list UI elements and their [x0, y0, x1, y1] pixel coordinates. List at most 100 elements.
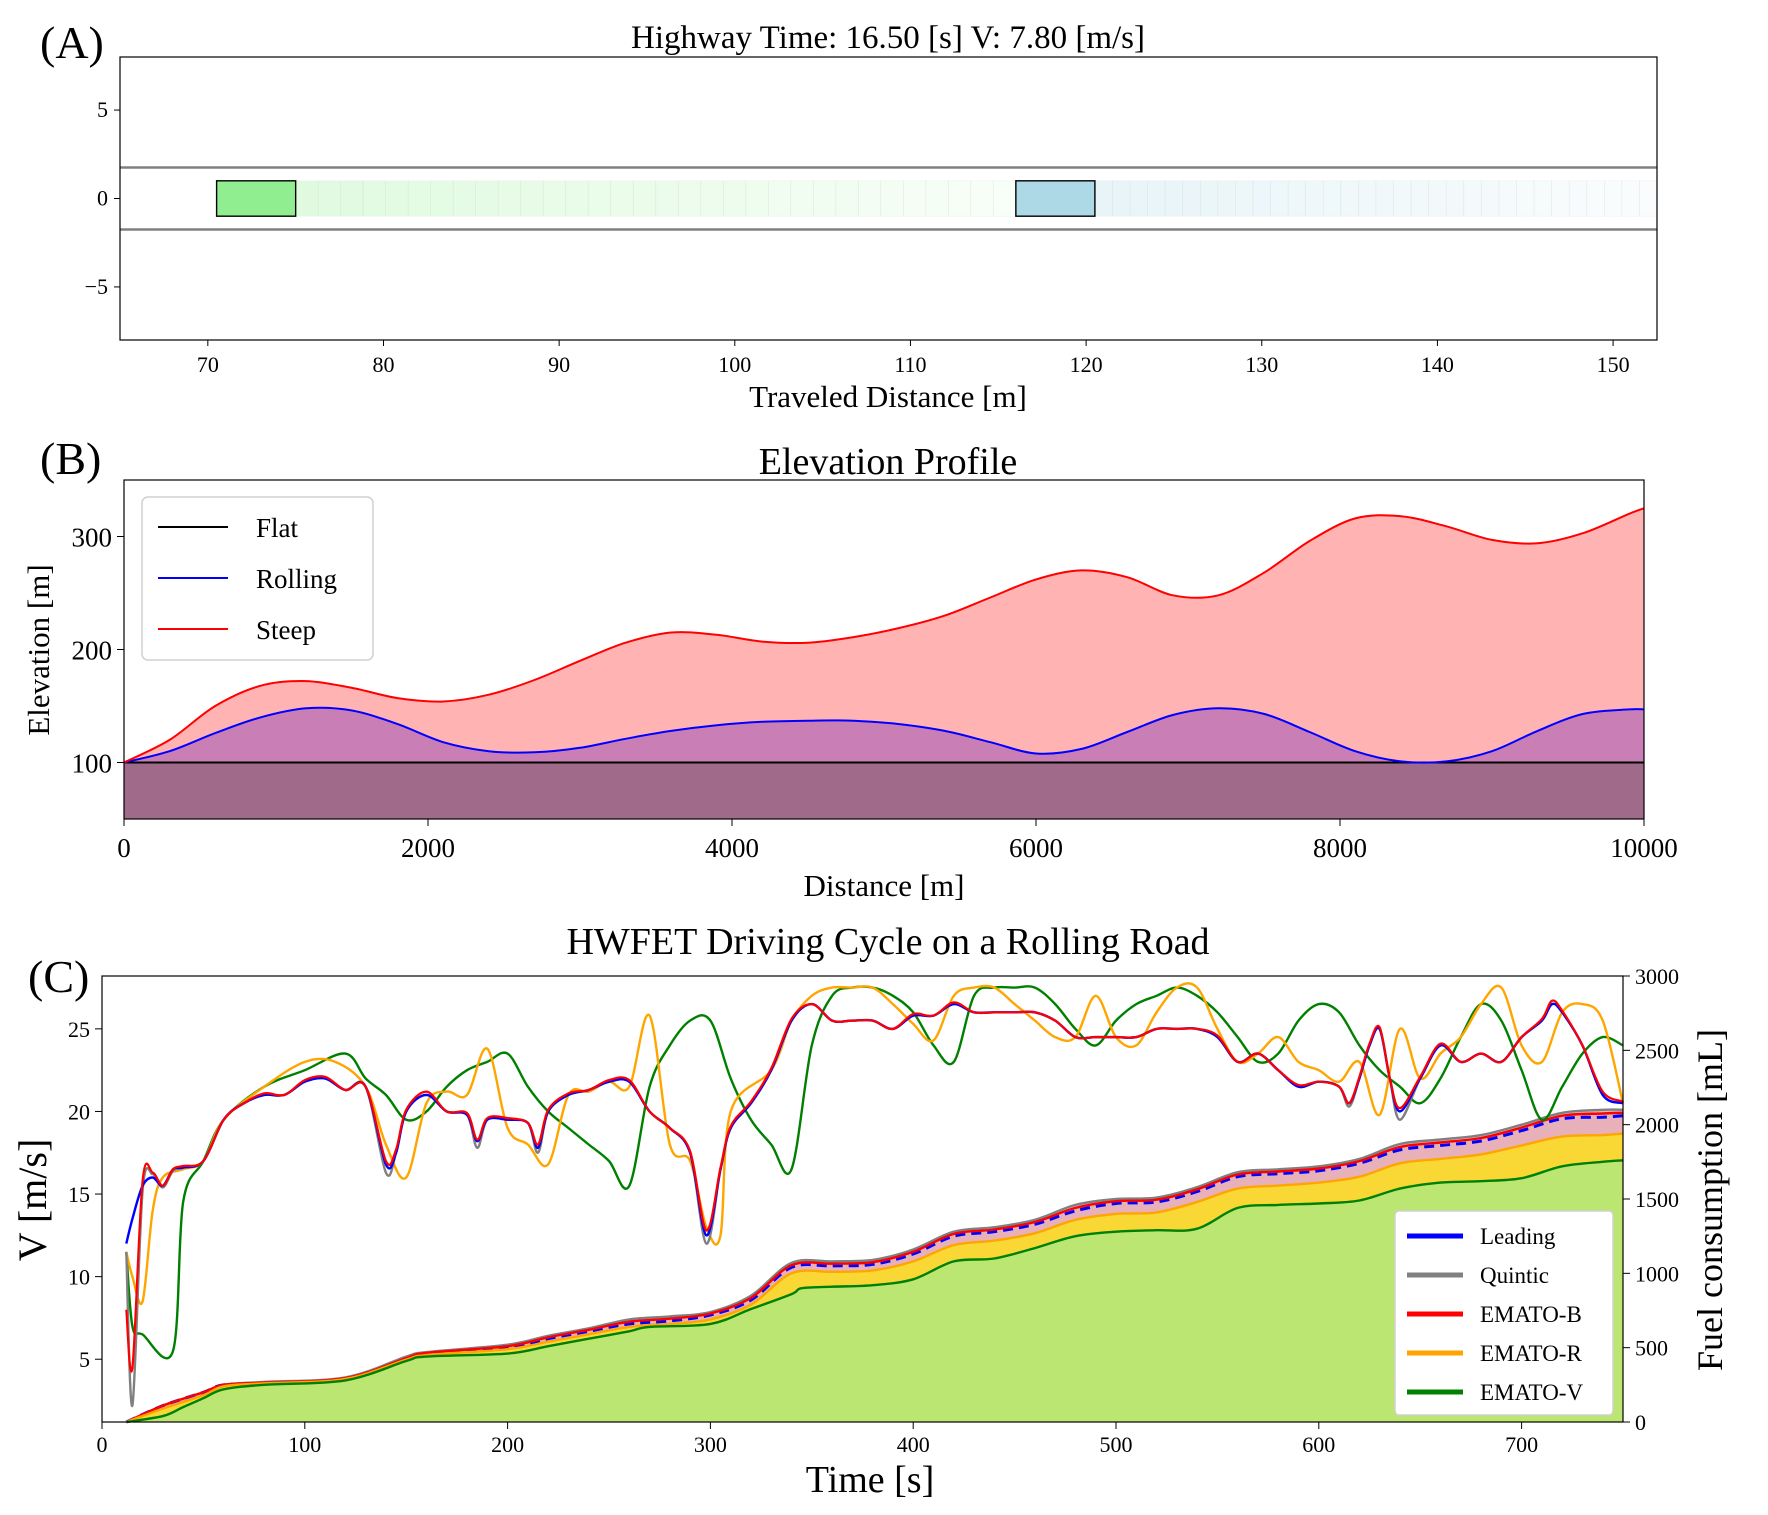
trail-segment	[993, 180, 1017, 217]
x-tick-label: 8000	[1313, 833, 1367, 863]
x-tick-label: 70	[197, 352, 219, 377]
trail-segment	[1287, 180, 1306, 217]
trail-segment	[1252, 180, 1271, 217]
trail-segment	[1305, 180, 1324, 217]
panel-c-y-ticks: 5 10 15 20 25	[68, 1017, 102, 1372]
legend-label-steep: Steep	[256, 615, 316, 645]
trail-segment	[925, 180, 949, 217]
panel-a: (A) Highway Time: 16.50 [s] V: 7.80 [m/s…	[40, 17, 1658, 414]
trail-segment	[677, 180, 702, 217]
rolling-line	[123, 706, 1645, 764]
speed-line-emato-b	[125, 999, 1624, 1373]
trail-segment	[655, 180, 679, 217]
x-tick-label: 4000	[705, 833, 759, 863]
panel-b: (B) Elevation Profile 0 2000 4000 6000 8000 1…	[21, 433, 1678, 903]
panel-b-x-label: Distance [m]	[804, 868, 965, 903]
elevation-lines	[123, 507, 1645, 764]
speed-lines	[125, 982, 1625, 1407]
x-tick-label: 200	[491, 1432, 524, 1457]
trail-segment	[340, 180, 364, 217]
trail-segment	[1586, 180, 1605, 217]
trail-segment	[745, 180, 769, 217]
trail-segment	[1147, 180, 1166, 217]
panel-a-title: Highway Time: 16.50 [s] V: 7.80 [m/s]	[631, 20, 1145, 56]
panel-c-label: (C)	[28, 951, 89, 1002]
legend-label-emato-v: EMATO-V	[1480, 1380, 1583, 1405]
x-tick-label: 400	[897, 1432, 930, 1457]
trail-segment	[1322, 180, 1342, 217]
panel-b-y-ticks: 100 200 300	[72, 523, 124, 779]
fuel-line-emato-b	[125, 1111, 1624, 1424]
legend-label-emato-b: EMATO-B	[1480, 1302, 1582, 1327]
x-tick-label: 2000	[401, 833, 455, 863]
panel-c-legend: Leading Quintic EMATO-B EMATO-R EMATO-V	[1394, 1210, 1614, 1416]
trail-segment	[497, 180, 522, 217]
y-tick-label: 0	[97, 186, 108, 211]
fuel-line-quintic	[125, 1108, 1624, 1424]
panel-c-y-label: V [m/s]	[10, 1139, 55, 1262]
x-tick-label: 6000	[1009, 833, 1063, 863]
x-tick-label: 140	[1421, 352, 1454, 377]
legend-label-rolling: Rolling	[256, 564, 337, 594]
legend-box	[1394, 1210, 1614, 1416]
y-tick-label: 100	[72, 749, 113, 779]
x-tick-label: 10000	[1610, 833, 1678, 863]
y2-tick-label: 3000	[1635, 964, 1679, 989]
x-tick-label: 600	[1302, 1432, 1335, 1457]
x-tick-label: 700	[1505, 1432, 1538, 1457]
trail-segment	[1164, 180, 1184, 217]
trail-segment	[1270, 180, 1289, 217]
trail-segment	[1358, 180, 1377, 217]
panel-c: (C) HWFET Driving Cycle on a Rolling Roa…	[10, 921, 1730, 1501]
trail-segment	[1551, 180, 1570, 217]
fuel-line-leading	[125, 1114, 1624, 1424]
trail-segment	[1217, 180, 1236, 217]
y2-tick-label: 2000	[1635, 1113, 1679, 1138]
y2-tick-label: 0	[1635, 1410, 1646, 1435]
panel-b-y-label: Elevation [m]	[21, 564, 56, 735]
trail-segment	[295, 180, 319, 217]
y-tick-label: 15	[68, 1182, 90, 1207]
trail-segment	[1375, 180, 1394, 217]
panel-c-x-label: Time [s]	[806, 1459, 934, 1501]
legend-label-flat: Flat	[256, 513, 299, 543]
steep-line	[123, 507, 1645, 764]
trail-segment	[1199, 180, 1219, 217]
panel-c-title: HWFET Driving Cycle on a Rolling Road	[566, 921, 1209, 963]
trail-segment	[542, 180, 567, 217]
trail-segment	[475, 180, 499, 217]
trail-segment	[880, 180, 904, 217]
x-tick-label: 100	[718, 352, 751, 377]
x-tick-label: 80	[372, 352, 394, 377]
legend-label-emato-r: EMATO-R	[1480, 1341, 1582, 1366]
trail-segment	[722, 180, 747, 217]
x-tick-label: 100	[288, 1432, 321, 1457]
trail-segment	[1428, 180, 1447, 217]
trail-segment	[790, 180, 814, 217]
trail-segment	[1516, 180, 1535, 217]
trail-segment	[452, 180, 477, 217]
y-tick-label: 300	[72, 523, 113, 553]
trail-segment	[1463, 180, 1482, 217]
trail-segment	[1235, 180, 1254, 217]
panel-c-x-ticks: 0 100 200 300 400 500 600 700	[97, 1422, 1538, 1457]
vehicle-trails	[295, 180, 1658, 217]
legend-label-leading: Leading	[1480, 1224, 1556, 1249]
trail-segment	[835, 180, 859, 217]
trail-segment	[700, 180, 724, 217]
trail-segment	[970, 180, 994, 217]
trail-segment	[903, 180, 927, 217]
legend-label-quintic: Quintic	[1480, 1263, 1549, 1288]
trail-segment	[587, 180, 612, 217]
trail-segment	[1094, 180, 1113, 217]
trail-segment	[1393, 180, 1412, 217]
flat-area	[124, 762, 1644, 819]
fuel-area-emato-v	[126, 1160, 1623, 1422]
y-tick-label: −5	[85, 274, 108, 299]
trail-segment	[1568, 180, 1588, 217]
trail-segment	[1112, 180, 1131, 217]
panel-b-legend: Flat Rolling Steep	[141, 496, 374, 661]
trail-segment	[1410, 180, 1429, 217]
x-tick-label: 0	[97, 1432, 108, 1457]
